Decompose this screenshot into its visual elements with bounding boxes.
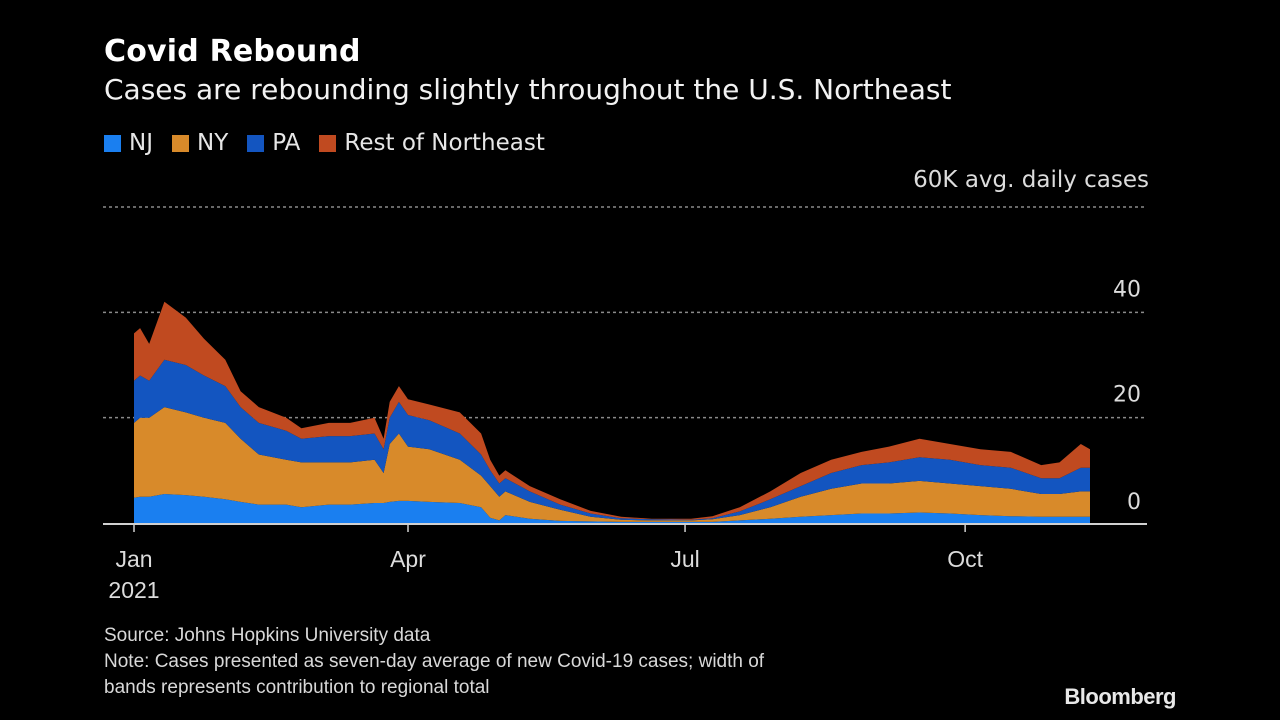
legend-label-ny: NY <box>197 130 229 156</box>
legend-swatch-ny <box>172 134 189 152</box>
x-tick-label-oct: Oct <box>947 546 983 572</box>
x-tick-sublabel-year: 2021 <box>108 577 159 603</box>
legend: NJ NY PA Rest of Northeast <box>104 130 564 156</box>
note-text-line2: bands represents contribution to regiona… <box>104 677 490 698</box>
area-rest-of-northeast <box>134 301 1090 520</box>
legend-label-nj: NJ <box>129 130 153 156</box>
x-tick-label-jul: Jul <box>670 546 699 572</box>
area-ny <box>134 407 1090 522</box>
legend-item-ny: NY <box>172 130 228 156</box>
legend-swatch-pa <box>247 134 265 152</box>
legend-swatch-nj <box>104 134 121 152</box>
legend-label-rest: Rest of Northeast <box>344 130 545 156</box>
legend-item-pa: PA <box>247 130 300 156</box>
legend-label-pa: PA <box>272 130 301 156</box>
y-tick-label-40: 40 <box>1113 277 1141 302</box>
x-tick-label-apr: Apr <box>390 546 426 572</box>
legend-item-rest: Rest of Northeast <box>319 130 545 156</box>
chart-title: Covid Rebound <box>104 34 361 69</box>
y-axis-unit-label: 60K avg. daily cases <box>913 167 1149 193</box>
area-nj <box>134 494 1090 523</box>
y-tick-label-20: 20 <box>1113 383 1141 408</box>
bloomberg-logo: Bloomberg <box>1064 684 1176 709</box>
legend-item-nj: NJ <box>104 130 153 156</box>
source-text: Source: Johns Hopkins University data <box>104 625 431 646</box>
y-tick-label-0: 0 <box>1127 490 1141 515</box>
x-tick-label-jan: Jan <box>115 546 152 572</box>
note-text-line1: Note: Cases presented as seven-day avera… <box>104 651 765 672</box>
legend-swatch-rest <box>319 134 337 152</box>
footer-notes: Source: Johns Hopkins University data No… <box>104 623 764 701</box>
chart-subtitle: Cases are rebounding slightly throughout… <box>104 73 952 106</box>
area-pa <box>134 359 1090 521</box>
